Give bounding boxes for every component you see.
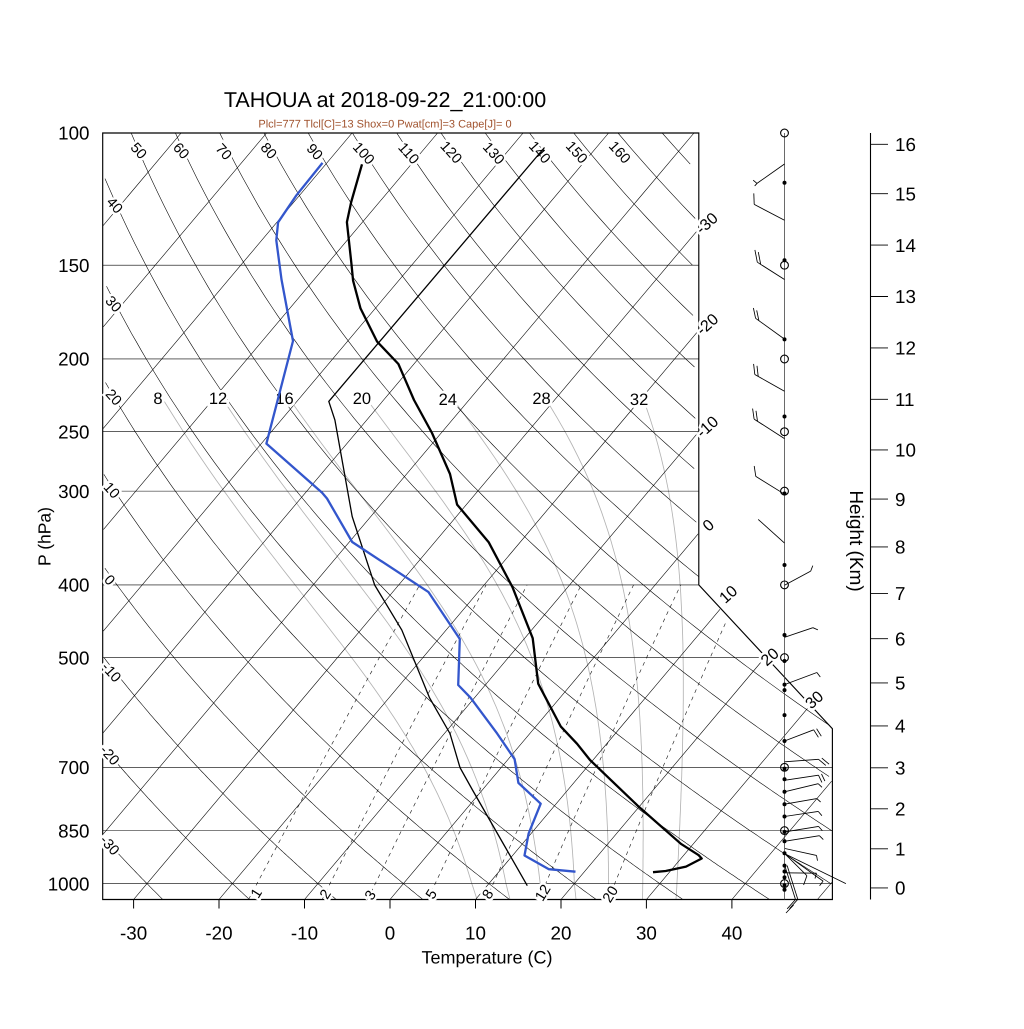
svg-text:10: 10 [895, 440, 916, 461]
svg-text:8: 8 [153, 390, 162, 408]
svg-text:1: 1 [895, 839, 905, 860]
svg-text:200: 200 [58, 349, 89, 370]
svg-text:-20: -20 [205, 922, 232, 943]
svg-text:2: 2 [895, 799, 905, 820]
svg-text:15: 15 [895, 183, 916, 204]
svg-text:6: 6 [895, 628, 905, 649]
svg-text:-30: -30 [120, 922, 147, 943]
svg-text:16: 16 [895, 134, 916, 155]
svg-text:30: 30 [636, 922, 657, 943]
svg-text:20: 20 [353, 390, 371, 408]
svg-text:500: 500 [58, 647, 89, 668]
svg-text:12: 12 [895, 338, 916, 359]
svg-text:24: 24 [439, 391, 457, 409]
svg-text:13: 13 [895, 286, 916, 307]
svg-text:Plcl=777 Tlcl[C]=13 Shox=0 Pwa: Plcl=777 Tlcl[C]=13 Shox=0 Pwat[cm]=3 Ca… [258, 119, 511, 131]
svg-text:0: 0 [895, 878, 905, 899]
svg-text:11: 11 [895, 389, 915, 410]
svg-text:P (hPa): P (hPa) [35, 507, 55, 566]
svg-text:Temperature (C): Temperature (C) [421, 948, 552, 968]
svg-text:7: 7 [895, 583, 905, 604]
svg-text:150: 150 [58, 255, 89, 276]
svg-text:0: 0 [385, 922, 395, 943]
svg-text:5: 5 [895, 673, 905, 694]
svg-text:300: 300 [58, 481, 89, 502]
svg-text:9: 9 [895, 489, 905, 510]
svg-text:40: 40 [721, 922, 742, 943]
svg-text:28: 28 [532, 390, 550, 408]
svg-text:20: 20 [551, 922, 572, 943]
svg-text:850: 850 [58, 820, 89, 841]
svg-text:4: 4 [895, 716, 905, 737]
svg-text:700: 700 [58, 757, 89, 778]
svg-text:Height (Km): Height (Km) [845, 490, 866, 591]
svg-text:400: 400 [58, 575, 89, 596]
svg-text:10: 10 [465, 922, 486, 943]
svg-text:14: 14 [895, 235, 916, 256]
svg-text:250: 250 [58, 421, 89, 442]
svg-text:-10: -10 [291, 922, 318, 943]
svg-text:1000: 1000 [48, 873, 90, 894]
svg-text:12: 12 [209, 390, 227, 408]
svg-text:100: 100 [58, 123, 89, 144]
svg-text:8: 8 [895, 537, 905, 558]
svg-text:TAHOUA at 2018-09-22_21:00:00: TAHOUA at 2018-09-22_21:00:00 [224, 88, 546, 112]
svg-text:3: 3 [895, 758, 905, 779]
svg-text:32: 32 [630, 391, 648, 409]
